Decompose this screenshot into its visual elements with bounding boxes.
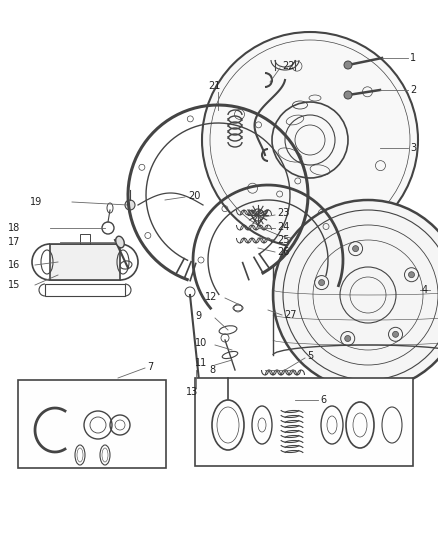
Text: 24: 24	[277, 222, 290, 232]
Text: 18: 18	[8, 223, 20, 233]
Circle shape	[273, 200, 438, 390]
Circle shape	[353, 246, 359, 252]
Bar	[50, 244, 120, 280]
Text: 6: 6	[320, 395, 326, 405]
Text: 3: 3	[410, 143, 416, 153]
Text: 4: 4	[422, 285, 428, 295]
Ellipse shape	[116, 236, 124, 248]
Text: 20: 20	[188, 191, 200, 201]
Text: 27: 27	[284, 310, 297, 320]
Circle shape	[202, 32, 418, 248]
Text: 26: 26	[277, 247, 290, 257]
Text: 25: 25	[277, 235, 290, 245]
Text: 12: 12	[205, 292, 217, 302]
Circle shape	[409, 272, 414, 278]
Text: 23: 23	[277, 208, 290, 218]
Circle shape	[318, 280, 325, 286]
Text: 7: 7	[147, 362, 153, 372]
Text: 13: 13	[186, 387, 198, 397]
Circle shape	[344, 91, 352, 99]
Text: 21: 21	[208, 81, 220, 91]
Circle shape	[344, 61, 352, 69]
Bar	[45, 284, 125, 296]
Circle shape	[125, 200, 135, 210]
Text: 16: 16	[8, 260, 20, 270]
Text: 5: 5	[307, 351, 313, 361]
Circle shape	[345, 335, 351, 342]
Text: 10: 10	[195, 338, 207, 348]
Bar	[18, 380, 166, 468]
Text: 2: 2	[410, 85, 416, 95]
Text: 1: 1	[410, 53, 416, 63]
Text: 8: 8	[210, 365, 223, 375]
Text: 17: 17	[8, 237, 21, 247]
Text: 11: 11	[195, 358, 207, 368]
Text: 15: 15	[8, 280, 21, 290]
Text: 19: 19	[30, 197, 42, 207]
Circle shape	[392, 332, 399, 337]
Bar	[195, 378, 413, 466]
Text: 9: 9	[195, 311, 201, 321]
Bar	[80, 234, 90, 244]
Text: 22: 22	[282, 61, 294, 71]
